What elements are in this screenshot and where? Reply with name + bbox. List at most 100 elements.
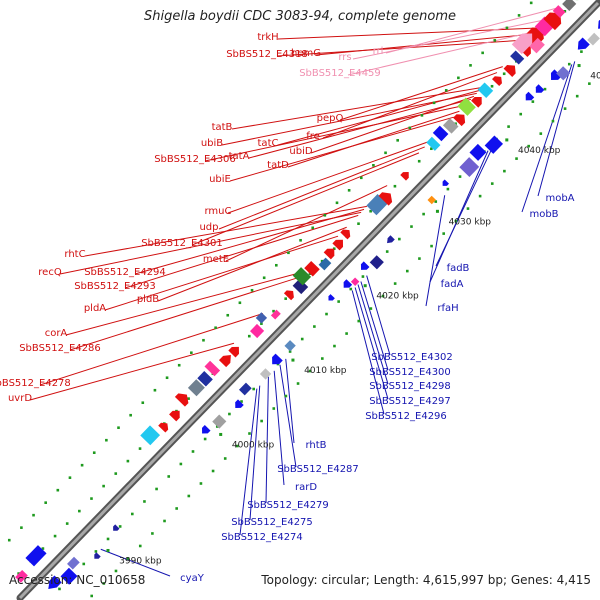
forward-leader xyxy=(65,271,304,336)
gene-feature xyxy=(477,82,494,98)
gene-feature xyxy=(94,552,101,559)
tick-dot xyxy=(385,250,389,253)
gene-feature xyxy=(292,278,309,295)
gene-feature xyxy=(304,260,320,277)
tick-dot xyxy=(236,444,239,448)
tick-dot xyxy=(126,557,130,560)
forward-leader xyxy=(59,211,362,275)
tick-dot xyxy=(199,482,203,485)
tick-dot xyxy=(418,257,421,260)
reverse-leader xyxy=(249,385,261,521)
gene-feature xyxy=(511,33,533,55)
gene-feature xyxy=(552,5,566,18)
forward-leader xyxy=(322,72,498,139)
reverse-leader xyxy=(429,150,489,283)
tick-dot xyxy=(563,107,567,110)
tick-dot xyxy=(313,325,316,328)
gene-feature xyxy=(442,118,459,134)
gene-feature xyxy=(503,65,516,77)
gene-feature xyxy=(60,567,78,585)
tick-dot xyxy=(105,438,108,442)
tick-dot xyxy=(563,9,567,13)
tick-dot xyxy=(337,300,340,303)
gene-feature xyxy=(459,157,480,177)
tick-dot xyxy=(372,164,375,167)
gene-feature xyxy=(323,248,335,260)
gene-feature xyxy=(343,279,353,288)
tick-dot xyxy=(393,184,397,188)
forward-gene-label: SbBS512_E4318 xyxy=(226,49,308,60)
tick-dot xyxy=(333,344,336,348)
gene-feature xyxy=(249,323,265,339)
map-title: Shigella boydii CDC 3083-94, complete ge… xyxy=(143,9,457,24)
forward-gene-label: SbBS512_E4278 xyxy=(0,378,71,389)
tick-dot xyxy=(381,294,385,298)
tick-dot xyxy=(300,337,304,341)
tick-dot xyxy=(92,451,96,454)
tick-dot xyxy=(163,519,166,523)
tick-dot xyxy=(272,309,275,313)
forward-gene-label: SbBS512_E4306 xyxy=(154,154,236,165)
gene-feature xyxy=(529,37,545,54)
tick-dot xyxy=(202,338,205,342)
tick-dot xyxy=(68,476,72,479)
gene-feature xyxy=(332,239,344,251)
forward-leader xyxy=(191,152,420,246)
tick-dot xyxy=(434,200,438,203)
gene-feature xyxy=(525,91,535,101)
gene-feature xyxy=(587,32,600,46)
forward-leader xyxy=(218,146,425,230)
tick-dot xyxy=(531,100,535,103)
tick-dot xyxy=(357,319,361,323)
reverse-leader xyxy=(354,287,389,400)
tick-dot xyxy=(393,282,397,285)
reverse-gene-label: SbBS512_E4287 xyxy=(277,464,359,475)
forward-gene-label: tatD xyxy=(267,160,289,171)
tick-dot xyxy=(408,126,412,130)
tick-dot xyxy=(347,188,351,192)
forward-gene-label: SbBS512_E4301 xyxy=(141,238,223,249)
tick-dot xyxy=(191,450,195,453)
tick-dot xyxy=(446,187,450,191)
tick-dot xyxy=(299,238,302,242)
forward-leader xyxy=(227,140,431,214)
tick-dot xyxy=(114,569,118,573)
forward-gene-label: fre xyxy=(306,131,320,142)
reverse-gene-label: SbBS512_E4298 xyxy=(369,381,451,392)
gene-feature xyxy=(577,37,590,50)
gene-feature xyxy=(562,0,577,12)
tick-dot xyxy=(187,494,191,498)
gene-feature xyxy=(204,360,221,377)
tick-dot xyxy=(527,144,530,148)
tick-dot xyxy=(420,114,424,117)
tick-dot xyxy=(503,169,506,173)
gene-feature xyxy=(556,66,571,81)
reverse-leader xyxy=(285,358,295,444)
tick-dot xyxy=(345,332,348,335)
reverse-leader xyxy=(357,284,389,385)
gene-feature xyxy=(238,382,252,396)
tick-dot xyxy=(417,159,421,163)
forward-leader xyxy=(231,86,483,130)
tick-dot xyxy=(325,312,328,316)
gene-feature xyxy=(113,524,120,531)
gene-feature xyxy=(457,97,476,116)
gene-feature xyxy=(187,379,205,397)
forward-gene-label: metE xyxy=(203,254,229,265)
tick-dot xyxy=(247,334,251,338)
tick-dot xyxy=(106,537,110,541)
tick-mark xyxy=(219,432,223,436)
gene-feature xyxy=(259,368,272,380)
forward-leader xyxy=(39,313,264,386)
gene-feature xyxy=(292,267,312,286)
tick-dot xyxy=(143,500,146,503)
tick-dot xyxy=(359,176,363,180)
reverse-leader xyxy=(521,64,573,213)
rna-leader xyxy=(347,30,538,76)
tick-dot xyxy=(507,125,510,128)
rna-gene-label: rrl xyxy=(373,46,384,57)
tick-dot xyxy=(361,275,365,278)
tick-dot xyxy=(384,151,387,155)
tick-dot xyxy=(177,363,181,367)
